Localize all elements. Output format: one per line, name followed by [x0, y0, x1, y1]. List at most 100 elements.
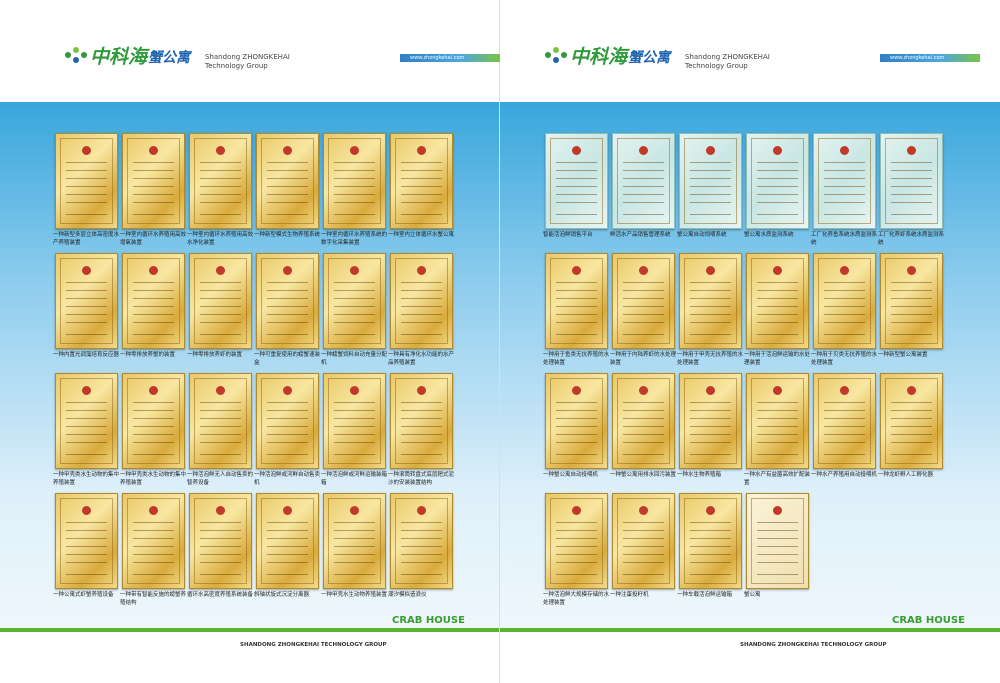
certificate-detail: [757, 186, 798, 187]
certificate-detail: [334, 530, 375, 531]
certificate-detail: [556, 186, 597, 187]
certificate-caption: 一种具有净化水功能的水产品养殖装置: [388, 352, 455, 366]
certificate-detail: [757, 322, 798, 323]
certificate-detail: [401, 314, 442, 315]
certificate-detail: [267, 170, 308, 171]
certificate-detail: [133, 282, 174, 283]
certificate-detail: [824, 162, 865, 163]
logo-dot: [553, 57, 559, 63]
footer-company: SHANDONG ZHONGKEHAI TECHNOLOGY GROUP: [740, 642, 887, 648]
certificate-caption: 一种甲壳水生动物养殖装置: [321, 592, 388, 598]
certificate-detail: [572, 146, 581, 155]
certificate: [55, 373, 118, 469]
certificate: [189, 253, 252, 349]
certificate-caption: 智能活泡鲜销售平台: [543, 232, 593, 238]
certificate-detail: [690, 522, 731, 523]
certificate-detail: [334, 562, 375, 563]
certificate-detail: [127, 378, 180, 464]
certificate-detail: [200, 334, 241, 335]
certificate-detail: [840, 146, 849, 155]
certificate: [679, 373, 742, 469]
certificate: [323, 253, 386, 349]
certificate-caption: 一种龙虾孵人工孵化器: [878, 472, 934, 478]
certificate-detail: [267, 562, 308, 563]
certificate-detail: [690, 442, 731, 443]
certificate-detail: [133, 214, 174, 215]
certificate-detail: [200, 282, 241, 283]
certificate-detail: [556, 410, 597, 411]
brand-name: 中科海: [90, 46, 148, 68]
certificate: [746, 133, 809, 229]
certificate-detail: [757, 298, 798, 299]
certificate-detail: [334, 214, 375, 215]
certificate-detail: [684, 258, 737, 344]
certificate-detail: [133, 546, 174, 547]
certificate-detail: [690, 334, 731, 335]
certificate-detail: [66, 162, 107, 163]
certificate-detail: [556, 538, 597, 539]
certificate-detail: [66, 426, 107, 427]
certificate-detail: [334, 554, 375, 555]
certificate-detail: [267, 322, 308, 323]
certificate-detail: [66, 170, 107, 171]
certificate-detail: [623, 322, 664, 323]
certificate-detail: [907, 386, 916, 395]
certificate-detail: [690, 402, 731, 403]
certificate-detail: [556, 162, 597, 163]
certificate-detail: [690, 418, 731, 419]
certificate-detail: [200, 162, 241, 163]
certificate-detail: [133, 574, 174, 575]
certificate-detail: [401, 442, 442, 443]
certificate-detail: [891, 454, 932, 455]
certificate-detail: [328, 258, 381, 344]
certificate-detail: [891, 442, 932, 443]
certificate-detail: [757, 574, 798, 575]
certificate-detail: [200, 402, 241, 403]
certificate-detail: [194, 258, 247, 344]
certificate-detail: [267, 194, 308, 195]
website-bar: www.zhongkehai.com: [880, 54, 980, 62]
certificate-detail: [556, 170, 597, 171]
certificate-detail: [200, 322, 241, 323]
certificate-detail: [133, 322, 174, 323]
certificate-detail: [401, 418, 442, 419]
certificate-detail: [572, 266, 581, 275]
certificate-detail: [757, 202, 798, 203]
certificate-detail: [267, 282, 308, 283]
certificate-detail: [623, 522, 664, 523]
certificate-detail: [639, 266, 648, 275]
certificate-detail: [261, 258, 314, 344]
certificate-detail: [623, 418, 664, 419]
certificate-detail: [639, 146, 648, 155]
certificate-detail: [891, 194, 932, 195]
certificate: [612, 493, 675, 589]
certificate-detail: [757, 442, 798, 443]
logo-dot: [73, 47, 79, 53]
certificate-detail: [149, 146, 158, 155]
certificate-detail: [550, 138, 603, 224]
certificate-detail: [133, 290, 174, 291]
certificate-detail: [623, 314, 664, 315]
certificate-detail: [267, 522, 308, 523]
certificate-detail: [556, 522, 597, 523]
certificate-detail: [891, 298, 932, 299]
certificate: [256, 253, 319, 349]
certificate-detail: [757, 214, 798, 215]
certificate-detail: [334, 178, 375, 179]
certificate-caption: 潮汐模拟造浪仪: [388, 592, 427, 598]
certificate-detail: [133, 410, 174, 411]
certificate-detail: [267, 574, 308, 575]
certificate-caption: 一种活泡鲜或河鲜运输装箱箱: [321, 472, 388, 486]
company-line: Shandong ZHONGKEHAI: [685, 53, 770, 61]
certificate-detail: [133, 402, 174, 403]
certificate-detail: [395, 258, 448, 344]
certificate-detail: [261, 378, 314, 464]
certificate-detail: [623, 442, 664, 443]
certificate-detail: [149, 506, 158, 515]
certificate-detail: [556, 402, 597, 403]
certificate-detail: [395, 498, 448, 584]
certificate-detail: [690, 282, 731, 283]
certificate-detail: [757, 290, 798, 291]
certificate-detail: [60, 378, 113, 464]
company-line: Shandong ZHONGKEHAI: [205, 53, 290, 61]
